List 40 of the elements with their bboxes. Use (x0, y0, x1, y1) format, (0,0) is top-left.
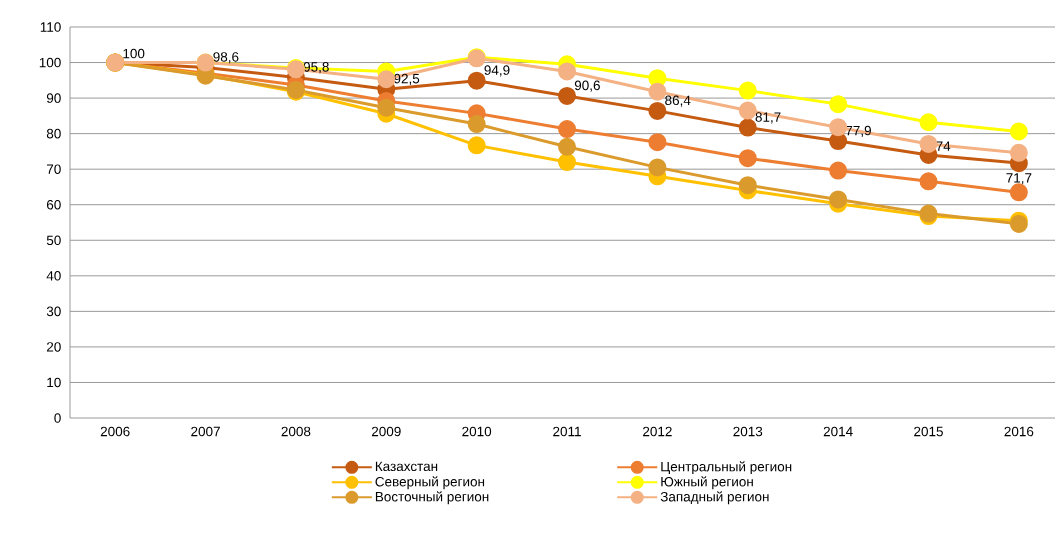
x-tick-label: 2012 (643, 426, 672, 437)
legend-label: Южный регион (661, 476, 753, 490)
y-tick-label: 60 (46, 199, 61, 210)
data-label: 81,7 (755, 112, 781, 124)
y-tick-label: 110 (40, 22, 61, 32)
y-tick-label: 10 (47, 377, 61, 388)
y-tick-label: 50 (46, 235, 61, 246)
data-label: 94,9 (484, 65, 510, 77)
y-tick-label: 80 (46, 128, 61, 139)
data-label: 90,6 (574, 80, 600, 92)
y-tick-label: 70 (46, 164, 61, 174)
x-tick-label: 2006 (100, 426, 130, 437)
legend-label: Северный регион (375, 476, 485, 490)
data-label: 98,6 (213, 52, 239, 64)
x-tick-label: 2009 (371, 426, 401, 437)
x-tick-label: 2014 (823, 426, 853, 437)
data-label: 77,9 (846, 125, 871, 137)
x-tick-label: 2011 (553, 426, 581, 437)
x-tick-label: 2007 (191, 426, 220, 437)
data-label: 100 (123, 48, 145, 59)
data-label: 86,4 (665, 95, 691, 107)
y-tick-label: 30 (46, 306, 61, 317)
y-tick-label: 40 (46, 271, 61, 281)
data-label: 74 (936, 141, 951, 151)
x-tick-label: 2008 (281, 426, 311, 437)
y-tick-label: 90 (46, 93, 61, 103)
y-tick-label: 0 (54, 413, 61, 423)
data-label: 71,7 (1006, 173, 1032, 185)
x-tick-label: 2015 (914, 426, 943, 437)
data-label: 92,5 (394, 73, 420, 86)
legend-label: Казахстан (375, 461, 438, 472)
x-tick-label: 2013 (733, 426, 763, 437)
y-tick-label: 20 (46, 342, 61, 352)
x-tick-label: 2010 (462, 426, 492, 437)
y-tick-label: 100 (39, 57, 61, 68)
legend-label: Восточный регион (375, 491, 489, 505)
data-label: 95,8 (303, 62, 329, 74)
legend-label: Центральный регион (661, 461, 792, 475)
legend-label: Западный регион (660, 491, 769, 505)
x-tick-label: 2016 (1004, 426, 1034, 437)
